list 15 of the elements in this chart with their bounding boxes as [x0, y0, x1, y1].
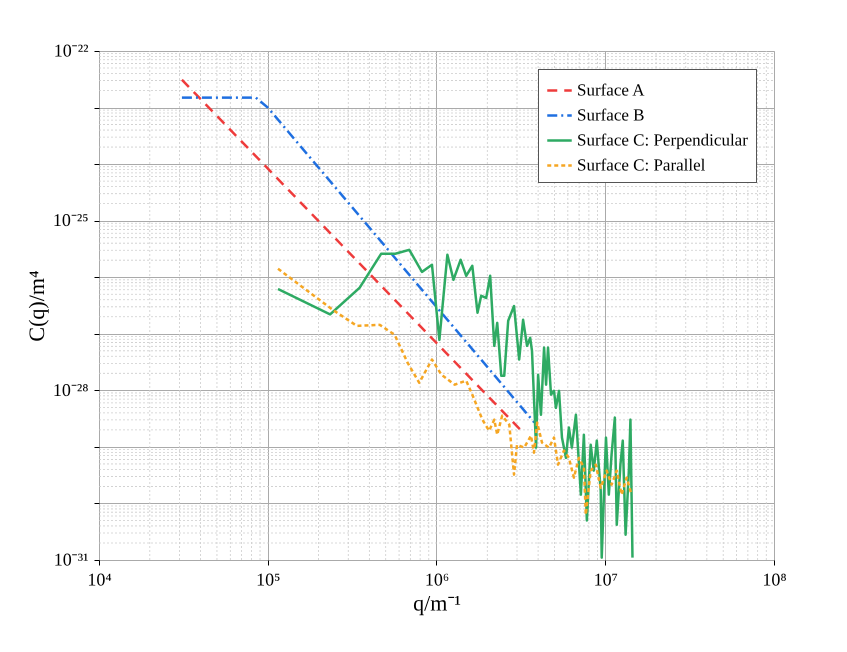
y-tick-label: 10⁻²⁸	[52, 380, 88, 400]
y-axis-title: C(q)/m⁴	[24, 270, 49, 342]
y-tick-label: 10⁻²²	[54, 40, 88, 60]
x-tick-label: 10⁵	[256, 570, 280, 590]
x-tick-label: 10⁶	[424, 570, 450, 590]
legend-label: Surface C: Parallel	[577, 156, 706, 174]
x-tick-label: 10⁴	[87, 570, 112, 590]
x-tick-label: 10⁸	[762, 570, 787, 590]
y-tick-label: 10⁻³¹	[54, 550, 88, 570]
x-axis-title: q/m⁻¹	[413, 590, 461, 616]
y-tick-label: 10⁻²⁵	[52, 210, 88, 230]
legend-label: Surface C: Perpendicular	[577, 130, 748, 150]
legend-label: Surface B	[577, 106, 645, 124]
legend-label: Surface A	[577, 80, 646, 100]
x-tick-label: 10⁷	[594, 570, 618, 590]
